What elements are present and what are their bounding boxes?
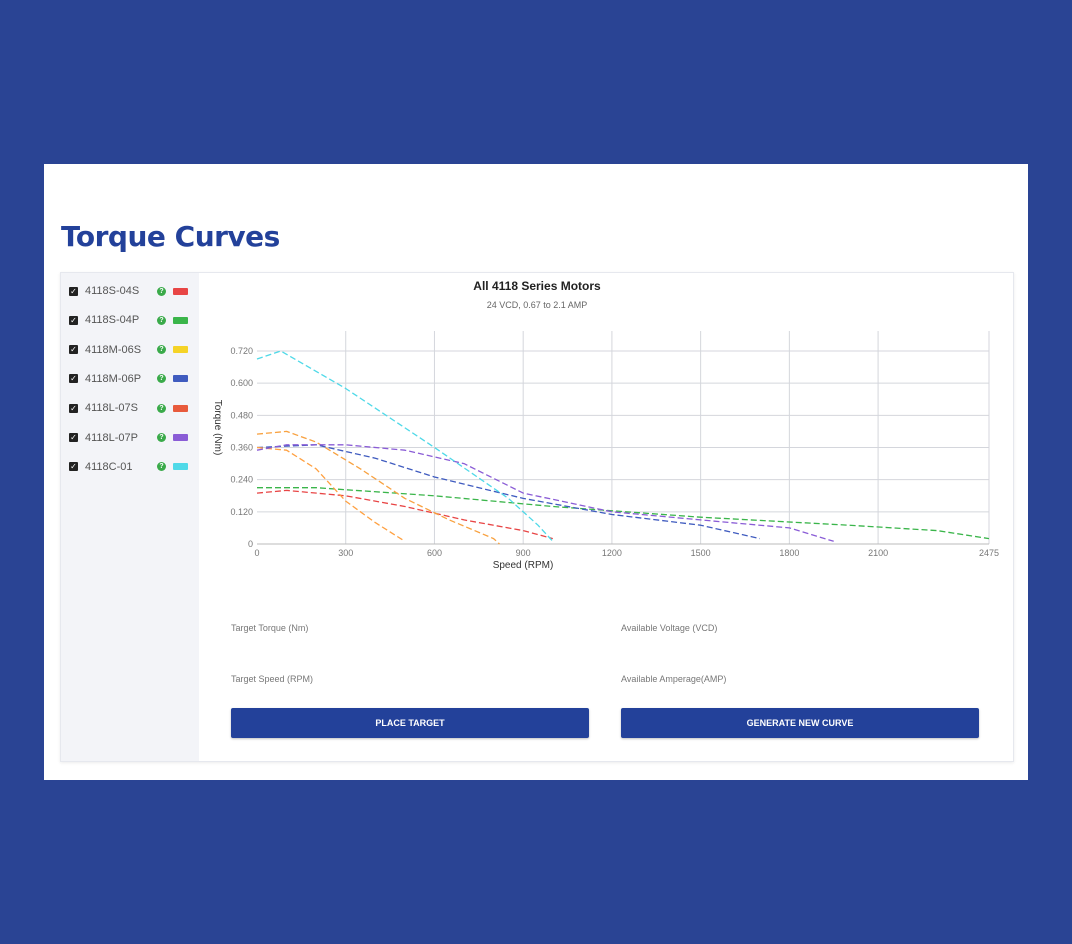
motor-item[interactable]: ✓ 4118S-04P? — [69, 312, 193, 328]
target-speed-label[interactable]: Target Speed (RPM) — [231, 674, 314, 684]
help-icon[interactable]: ? — [157, 403, 166, 413]
help-icon[interactable]: ? — [157, 462, 166, 472]
y-axis-label: Torque (Nm) — [212, 400, 223, 456]
help-icon[interactable]: ? — [157, 345, 166, 355]
place-target-button[interactable]: PLACE TARGET — [231, 708, 589, 738]
motor-label: 4118S-04P — [85, 314, 140, 327]
x-tick-label: 0 — [254, 548, 259, 558]
checkbox-checked-icon[interactable]: ✓ — [69, 374, 78, 384]
help-icon[interactable]: ? — [157, 315, 166, 325]
motor-item[interactable]: ✓ 4118M-06S? — [69, 342, 193, 358]
color-swatch — [173, 463, 188, 471]
y-tick-label: 0.720 — [230, 346, 253, 356]
color-swatch — [173, 287, 188, 295]
y-tick-label: 0.480 — [230, 410, 253, 420]
x-tick-label: 2475 — [979, 548, 999, 558]
motor-label: 4118M-06P — [85, 372, 142, 385]
chart-panel: ✓ 4118S-04S? ✓ 4118S-04P? ✓ 4118M-06S? ✓ 4118M-… — [60, 272, 1014, 762]
color-swatch — [173, 346, 188, 354]
torque-curves-card: Torque Curves ✓ 4118S-04S? ✓ 4118S-04P? ✓ 411… — [44, 164, 1028, 780]
help-icon[interactable]: ? — [157, 374, 166, 384]
motor-label: 4118L-07S — [85, 402, 139, 415]
chart-subtitle: 24 VCD, 0.67 to 2.1 AMP — [486, 300, 588, 310]
checkbox-checked-icon[interactable]: ✓ — [69, 462, 78, 472]
x-tick-label: 2100 — [868, 548, 888, 558]
target-torque-label[interactable]: Target Torque (Nm) — [231, 623, 309, 633]
checkbox-checked-icon[interactable]: ✓ — [69, 286, 78, 296]
available-amperage-label[interactable]: Available Amperage(AMP) — [621, 674, 727, 684]
chart-area: All 4118 Series Motors 24 VCD, 0.67 to 2… — [199, 273, 1013, 761]
page-title: Torque Curves — [61, 220, 280, 253]
motor-item[interactable]: ✓ 4118M-06P? — [69, 371, 193, 387]
y-tick-label: 0.120 — [230, 507, 253, 517]
motor-item[interactable]: ✓ 4118L-07S? — [69, 400, 193, 416]
color-swatch — [173, 404, 188, 412]
x-axis-label: Speed (RPM) — [493, 560, 554, 571]
y-tick-label: 0.360 — [230, 443, 253, 453]
motor-label: 4118L-07P — [85, 431, 139, 444]
series-line — [256, 446, 406, 542]
motor-label: 4118S-04S — [85, 285, 140, 297]
checkbox-checked-icon[interactable]: ✓ — [69, 345, 78, 355]
available-voltage-label[interactable]: Available Voltage (VCD) — [621, 623, 718, 633]
help-icon[interactable]: ? — [157, 433, 166, 442]
y-tick-label: 0.240 — [230, 475, 253, 485]
color-swatch — [173, 434, 188, 441]
motor-label: 4118C-01 — [85, 460, 133, 473]
y-tick-label: 0.600 — [230, 378, 253, 388]
series-line — [256, 489, 553, 540]
x-tick-label: 600 — [427, 548, 442, 558]
checkbox-checked-icon[interactable]: ✓ — [69, 403, 78, 413]
help-icon[interactable]: ? — [157, 286, 166, 296]
series-line — [256, 444, 834, 542]
x-tick-label: 1500 — [691, 548, 711, 558]
series-line — [256, 350, 554, 542]
series-line — [256, 430, 500, 545]
x-tick-label: 300 — [338, 548, 353, 558]
generate-new-curve-button[interactable]: GENERATE NEW CURVE — [621, 708, 979, 738]
x-tick-label: 900 — [516, 548, 531, 558]
motor-sidebar: ✓ 4118S-04S? ✓ 4118S-04P? ✓ 4118M-06S? ✓ 4118M-… — [61, 273, 199, 761]
x-tick-label: 1800 — [779, 548, 799, 558]
motor-item[interactable]: ✓ 4118C-01? — [69, 459, 193, 475]
checkbox-checked-icon[interactable]: ✓ — [69, 433, 78, 442]
series-line — [257, 487, 990, 540]
torque-chart: 0 300 600 900 1200 1500 1800 2100 2475 0 0.120 0.24… — [212, 331, 999, 571]
motor-item[interactable]: ✓ 4118L-07P? — [69, 430, 193, 446]
series-line — [256, 444, 760, 540]
motor-label: 4118M-06S — [85, 343, 142, 356]
color-swatch — [173, 375, 188, 383]
x-tick-label: 1200 — [602, 548, 622, 558]
color-swatch — [173, 316, 188, 324]
chart-title: All 4118 Series Motors — [473, 279, 601, 293]
motor-item[interactable]: ✓ 4118S-04S? — [69, 283, 193, 299]
y-tick-label: 0 — [248, 539, 253, 549]
checkbox-checked-icon[interactable]: ✓ — [69, 315, 78, 325]
